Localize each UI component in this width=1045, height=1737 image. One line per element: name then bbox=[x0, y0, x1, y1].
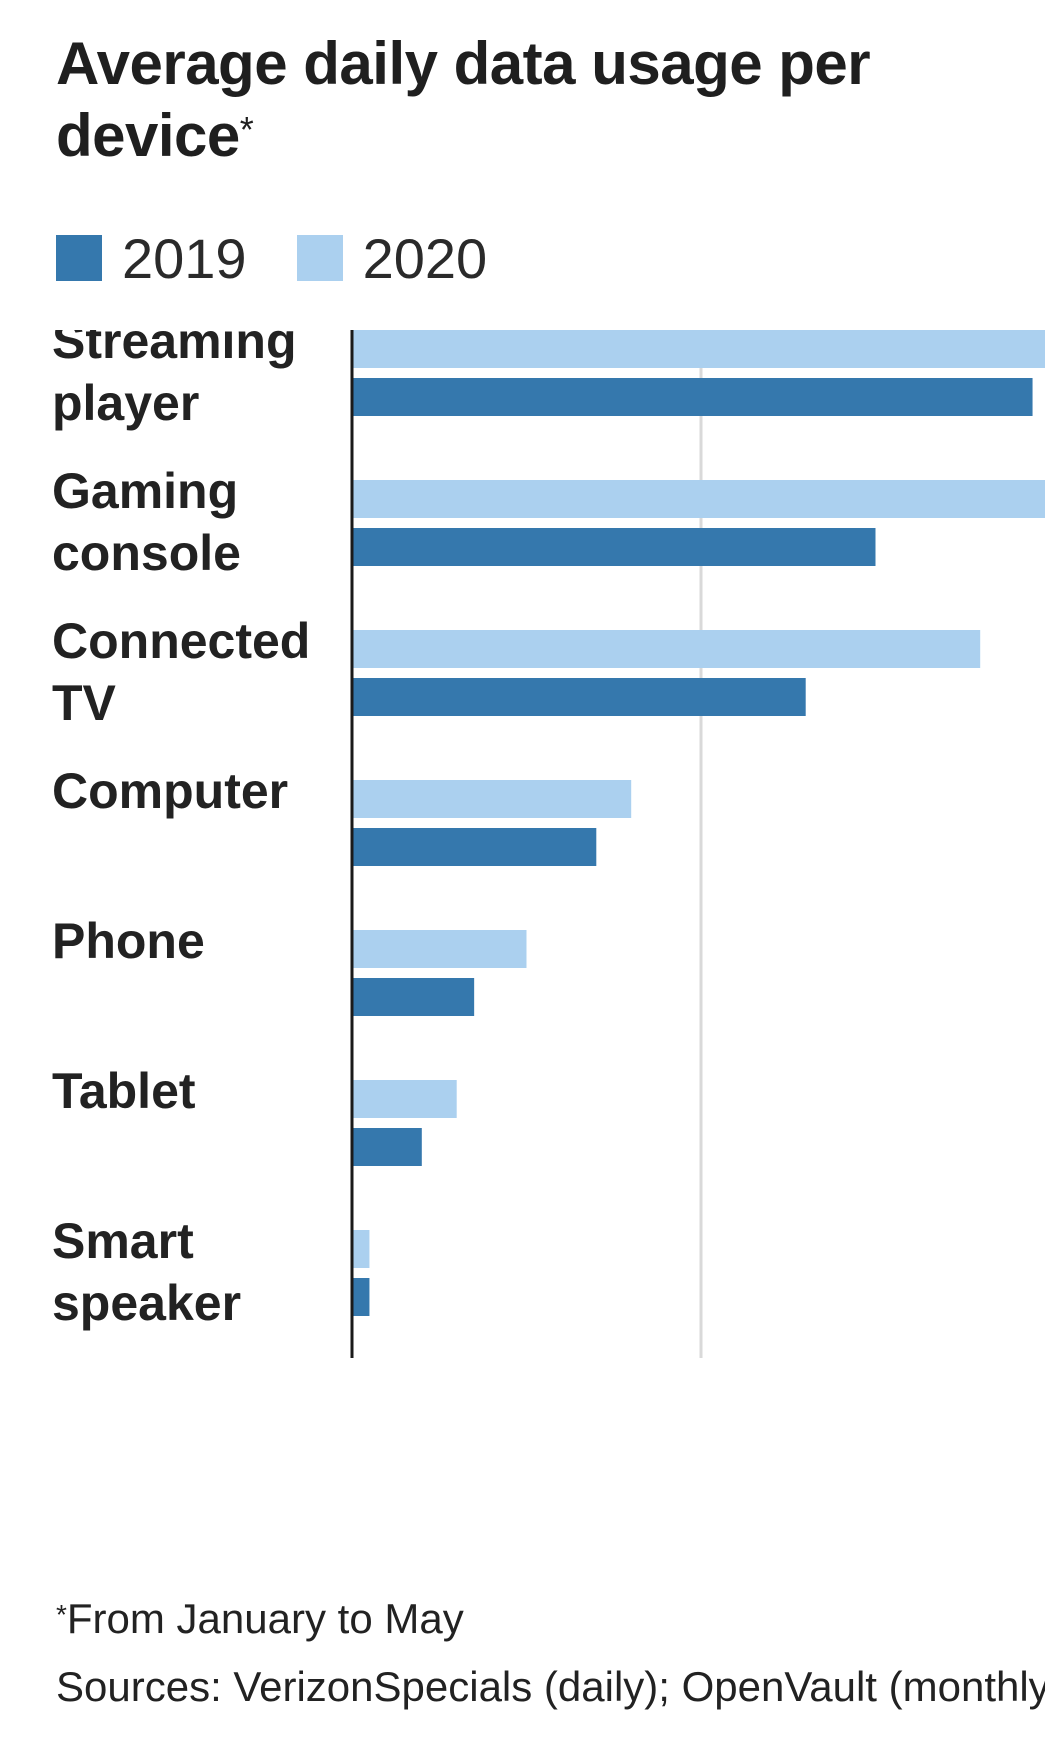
sources-note: Sources: VerizonSpecials (daily); OpenVa… bbox=[56, 1663, 1045, 1710]
bar-2020-streaming-player bbox=[352, 330, 1045, 368]
legend-label-2020: 2020 bbox=[362, 226, 488, 290]
category-label-line: console bbox=[52, 525, 241, 581]
bar-2020-gaming-console bbox=[352, 480, 1045, 518]
category-label: Computer bbox=[52, 763, 288, 819]
chart-legend: 2019 2020 bbox=[56, 226, 537, 291]
title-asterisk: * bbox=[239, 109, 254, 150]
footnote-text: From January to May bbox=[66, 1595, 464, 1642]
bar-2020-phone bbox=[352, 930, 527, 968]
bar-2019-connected-tv bbox=[352, 678, 806, 716]
chart-title: Average daily data usage per device* bbox=[56, 28, 996, 172]
bar-2019-gaming-console bbox=[352, 528, 876, 566]
category-label-line: Phone bbox=[52, 913, 205, 969]
bar-2020-connected-tv bbox=[352, 630, 981, 668]
bar-2019-phone bbox=[352, 978, 475, 1016]
legend-label-2019: 2019 bbox=[122, 226, 247, 290]
footnote-asterisk: * bbox=[56, 1599, 67, 1630]
category-label: Phone bbox=[52, 913, 205, 969]
chart-title-text: Average daily data usage per device bbox=[56, 30, 871, 169]
category-label-line: Gaming bbox=[52, 463, 238, 519]
category-label-line: player bbox=[52, 375, 199, 431]
category-label: Connected TV bbox=[52, 613, 310, 731]
category-label-line: Streaming bbox=[52, 330, 297, 369]
bar-2020-computer bbox=[352, 780, 632, 818]
bar-2020-smart-speaker bbox=[352, 1230, 370, 1268]
category-label: Gaming console bbox=[52, 463, 241, 581]
category-label-line: speaker bbox=[52, 1275, 241, 1331]
category-label-line: Smart bbox=[52, 1213, 194, 1269]
legend-item-2019: 2019 bbox=[56, 226, 247, 291]
bar-2020-tablet bbox=[352, 1080, 457, 1118]
bar-2019-computer bbox=[352, 828, 597, 866]
category-label-line: Tablet bbox=[52, 1063, 196, 1119]
legend-swatch-2019 bbox=[56, 235, 102, 281]
legend-swatch-2020 bbox=[296, 235, 343, 281]
chart-footer: *From January to May Sources: VerizonSpe… bbox=[56, 1585, 1045, 1721]
category-label: Smart speaker bbox=[52, 1213, 241, 1331]
category-label: Streaming player bbox=[52, 330, 297, 431]
category-label-line: Connected bbox=[52, 613, 310, 669]
category-label-line: Computer bbox=[52, 763, 288, 819]
category-label: Tablet bbox=[52, 1063, 196, 1119]
bar-2019-tablet bbox=[352, 1128, 422, 1166]
category-label-line: TV bbox=[52, 675, 117, 731]
footnote: *From January to May bbox=[56, 1585, 1045, 1653]
legend-item-2020: 2020 bbox=[296, 226, 488, 291]
bar-2019-smart-speaker bbox=[352, 1278, 370, 1316]
bar-2019-streaming-player bbox=[352, 378, 1033, 416]
